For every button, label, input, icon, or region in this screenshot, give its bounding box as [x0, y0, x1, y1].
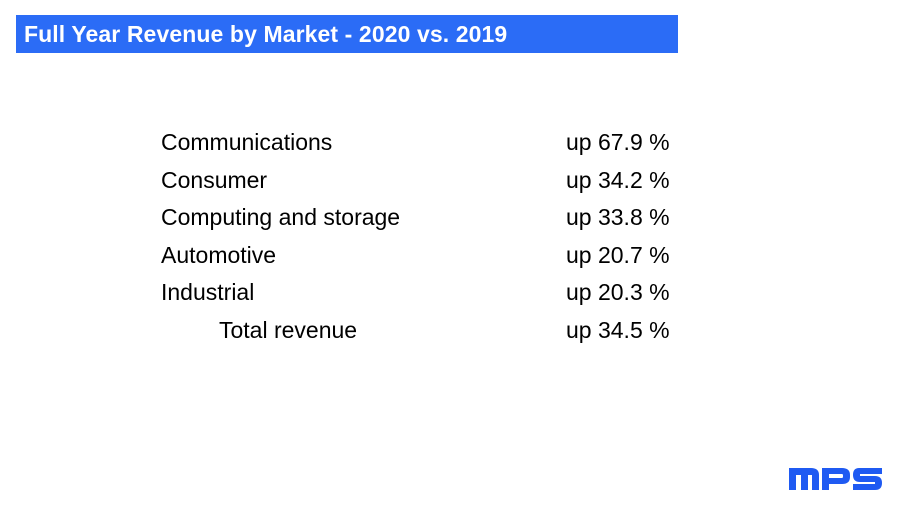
market-change: up 34.2 %	[566, 166, 670, 193]
market-change: up 67.9 %	[566, 129, 670, 155]
slide-title: Full Year Revenue by Market - 2020 vs. 2…	[24, 20, 508, 47]
market-name: Automotive	[161, 241, 277, 268]
mps-logo-mark	[789, 468, 882, 490]
market-change: up 20.7 %	[566, 241, 670, 268]
market-change: up 33.8 %	[566, 204, 670, 231]
revenue-by-market-table: Communications up 67.9 % Consumer up 34.…	[161, 124, 701, 350]
table-row: Automotive up 20.7 %	[161, 237, 701, 275]
total-revenue-row: Total revenue up 34.5 %	[161, 312, 701, 350]
table-row: Communications up 67.9 %	[161, 124, 701, 162]
market-name: Consumer	[161, 166, 268, 193]
mps-logo	[787, 464, 883, 494]
total-revenue-change: up 34.5 %	[566, 316, 670, 343]
table-row: Consumer up 34.2 %	[161, 162, 701, 200]
table-row: Computing and storage up 33.8 %	[161, 199, 701, 237]
slide-title-bar: Full Year Revenue by Market - 2020 vs. 2…	[16, 15, 678, 53]
total-revenue-label: Total revenue	[219, 316, 358, 343]
market-name: Computing and storage	[161, 204, 401, 231]
market-name: Communications	[161, 129, 333, 155]
table-row: Industrial up 20.3 %	[161, 274, 701, 312]
market-change: up 20.3 %	[566, 279, 670, 306]
market-name: Industrial	[161, 279, 255, 306]
